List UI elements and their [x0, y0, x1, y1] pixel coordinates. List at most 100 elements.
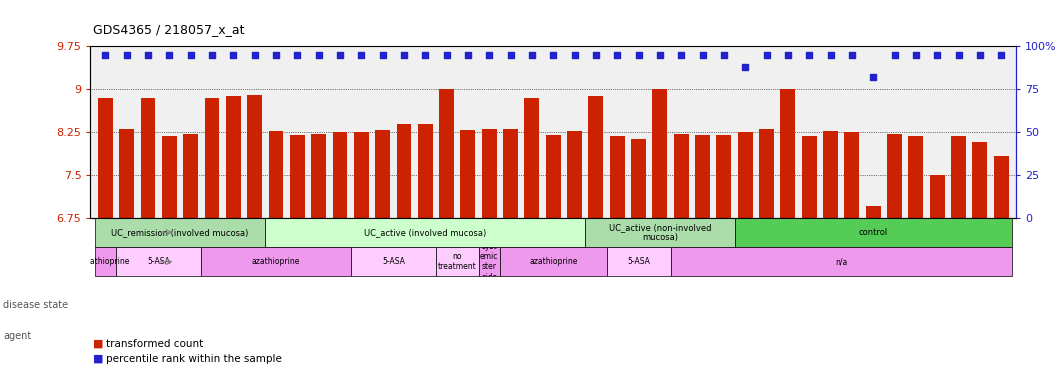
Point — [502, 51, 519, 58]
Point — [566, 51, 583, 58]
Bar — [866, 206, 881, 218]
Point — [587, 51, 604, 58]
Bar — [670, 247, 1012, 276]
Bar — [500, 247, 606, 276]
Point — [822, 51, 839, 58]
Point — [203, 51, 220, 58]
Point — [438, 51, 455, 58]
Bar — [397, 124, 412, 218]
Point — [715, 51, 732, 58]
Bar — [116, 247, 201, 276]
Point — [801, 51, 818, 58]
Bar — [162, 136, 177, 218]
Bar — [585, 218, 734, 247]
Text: UC_active (involved mucosa): UC_active (involved mucosa) — [364, 228, 486, 237]
Point — [332, 51, 349, 58]
Bar — [759, 129, 774, 218]
Bar — [734, 218, 1012, 247]
Bar — [461, 130, 476, 218]
Bar — [802, 136, 817, 218]
Bar — [824, 131, 838, 218]
Bar — [716, 135, 731, 218]
Bar — [503, 129, 518, 218]
Text: no
treatment: no treatment — [438, 252, 477, 271]
Point — [139, 51, 156, 58]
Bar — [265, 218, 585, 247]
Bar — [606, 247, 670, 276]
Text: UC_active (non-involved
mucosa): UC_active (non-involved mucosa) — [609, 223, 711, 242]
Point — [993, 51, 1010, 58]
Bar — [546, 135, 561, 218]
Bar — [183, 134, 198, 218]
Bar — [567, 131, 582, 218]
Point — [182, 51, 199, 58]
Bar — [351, 247, 436, 276]
Text: 5-ASA: 5-ASA — [382, 257, 404, 266]
Text: control: control — [859, 228, 887, 237]
Bar — [268, 131, 283, 218]
Bar — [98, 98, 113, 218]
Bar — [695, 135, 710, 218]
Bar — [652, 89, 667, 218]
Bar — [204, 98, 219, 218]
Point — [288, 51, 305, 58]
Point — [417, 51, 434, 58]
Text: azathioprine: azathioprine — [252, 257, 300, 266]
Point — [758, 51, 775, 58]
Bar — [479, 247, 500, 276]
Bar — [439, 89, 454, 218]
Bar — [845, 132, 860, 218]
Text: percentile rank within the sample: percentile rank within the sample — [106, 354, 282, 364]
Text: syst
emic
ster
oids: syst emic ster oids — [480, 242, 498, 282]
Point — [460, 51, 477, 58]
Point — [630, 51, 647, 58]
Point — [694, 51, 711, 58]
Point — [375, 51, 392, 58]
Point — [780, 51, 797, 58]
Bar — [418, 124, 433, 218]
Point — [545, 51, 562, 58]
Point — [118, 51, 135, 58]
Bar — [95, 218, 265, 247]
Bar — [674, 134, 688, 218]
Bar — [226, 96, 240, 218]
Bar — [909, 136, 924, 218]
Point — [97, 51, 114, 58]
Point — [161, 51, 178, 58]
Bar — [610, 136, 625, 218]
Bar — [482, 129, 497, 218]
Point — [886, 51, 903, 58]
Bar — [119, 129, 134, 218]
Text: transformed count: transformed count — [106, 339, 203, 349]
Point — [396, 51, 413, 58]
Text: UC_remission (involved mucosa): UC_remission (involved mucosa) — [112, 228, 249, 237]
Text: azathioprine: azathioprine — [529, 257, 578, 266]
Bar — [951, 136, 966, 218]
Bar — [972, 142, 987, 218]
Bar — [95, 247, 116, 276]
Point — [672, 51, 689, 58]
Bar — [140, 98, 155, 218]
Bar — [354, 132, 369, 218]
Text: agent: agent — [3, 331, 32, 341]
Point — [844, 51, 861, 58]
Bar — [737, 132, 752, 218]
Point — [246, 51, 263, 58]
Point — [523, 51, 541, 58]
Point — [908, 51, 925, 58]
Bar — [994, 156, 1009, 218]
Bar — [780, 89, 796, 218]
Point — [310, 51, 327, 58]
Point — [609, 51, 626, 58]
Bar — [588, 96, 603, 218]
Bar — [930, 175, 945, 218]
Point — [267, 51, 284, 58]
Point — [929, 51, 946, 58]
Text: 5-ASA: 5-ASA — [147, 257, 170, 266]
Bar — [333, 132, 348, 218]
Point — [971, 51, 988, 58]
Text: disease state: disease state — [3, 300, 68, 310]
Point — [950, 51, 967, 58]
Text: ■: ■ — [93, 354, 103, 364]
Text: ■: ■ — [93, 339, 103, 349]
